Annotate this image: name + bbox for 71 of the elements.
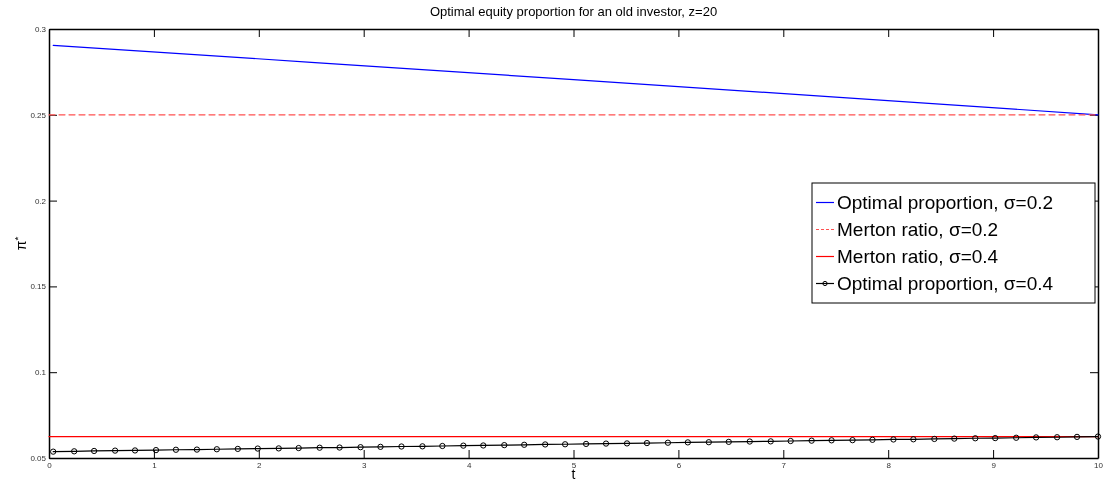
point bbox=[111, 447, 119, 454]
point bbox=[1013, 434, 1020, 441]
point bbox=[828, 437, 835, 444]
point bbox=[1073, 433, 1081, 441]
point bbox=[992, 434, 999, 442]
point bbox=[664, 439, 672, 446]
point bbox=[234, 445, 241, 453]
point bbox=[152, 446, 160, 454]
point bbox=[480, 442, 487, 449]
point bbox=[213, 446, 220, 453]
y-tick-label: 0.1 bbox=[34, 368, 47, 378]
x-tick-label: 1 bbox=[152, 460, 158, 470]
point bbox=[951, 435, 958, 442]
y-tick-label: 0.3 bbox=[34, 25, 47, 35]
point bbox=[705, 439, 712, 446]
point bbox=[725, 438, 732, 446]
point bbox=[972, 435, 979, 442]
point bbox=[295, 444, 302, 452]
y-tick-label: 0.2 bbox=[34, 196, 47, 206]
point bbox=[931, 435, 938, 443]
legend-label: Merton ratio, σ=0.4 bbox=[837, 246, 999, 268]
point bbox=[1032, 434, 1040, 441]
point bbox=[602, 440, 610, 447]
point bbox=[561, 441, 569, 448]
y-tick-label: 0.25 bbox=[30, 110, 47, 120]
x-tick-label: 6 bbox=[676, 460, 682, 470]
point bbox=[746, 438, 753, 445]
point bbox=[377, 443, 384, 450]
point bbox=[582, 440, 590, 448]
point bbox=[521, 441, 528, 448]
point bbox=[439, 442, 446, 450]
x-tick-label: 9 bbox=[991, 460, 997, 470]
point bbox=[849, 437, 856, 444]
point bbox=[460, 442, 467, 449]
x-tick-label: 8 bbox=[886, 460, 892, 470]
point bbox=[501, 441, 508, 449]
point bbox=[398, 443, 405, 450]
point bbox=[1053, 434, 1061, 441]
point bbox=[71, 448, 78, 455]
point bbox=[275, 445, 282, 452]
y-tick-label: 0.05 bbox=[30, 454, 47, 464]
point bbox=[623, 440, 631, 447]
point bbox=[316, 444, 323, 451]
point bbox=[890, 436, 897, 443]
x-tick-label: 0 bbox=[47, 460, 53, 470]
legend-label: Optimal proportion, σ=0.2 bbox=[837, 192, 1054, 214]
point bbox=[787, 437, 794, 445]
point bbox=[419, 443, 426, 450]
point bbox=[131, 447, 139, 454]
point bbox=[542, 441, 549, 448]
x-tick-label: 10 bbox=[1094, 460, 1104, 470]
point bbox=[767, 438, 774, 445]
point bbox=[336, 444, 343, 451]
legend-label: Merton ratio, σ=0.2 bbox=[837, 219, 999, 241]
point bbox=[869, 436, 876, 443]
x-tick-label: 2 bbox=[257, 460, 263, 470]
point bbox=[910, 436, 917, 443]
point bbox=[90, 447, 98, 455]
y-tick-label: 0.15 bbox=[30, 282, 47, 292]
x-tick-label: 7 bbox=[781, 460, 787, 470]
point bbox=[193, 446, 201, 453]
x-tick-label: 3 bbox=[361, 460, 367, 470]
x-tick-label: 5 bbox=[571, 460, 577, 470]
point bbox=[808, 437, 815, 444]
point bbox=[643, 439, 651, 447]
line-series bbox=[52, 44, 1099, 116]
point bbox=[684, 439, 691, 446]
x-tick-label: 4 bbox=[466, 460, 472, 470]
point bbox=[172, 446, 180, 453]
legend-label: Optimal proportion, σ=0.4 bbox=[837, 273, 1054, 295]
chart-title: Optimal equity proportion for an old investor, z=20 bbox=[429, 4, 718, 19]
